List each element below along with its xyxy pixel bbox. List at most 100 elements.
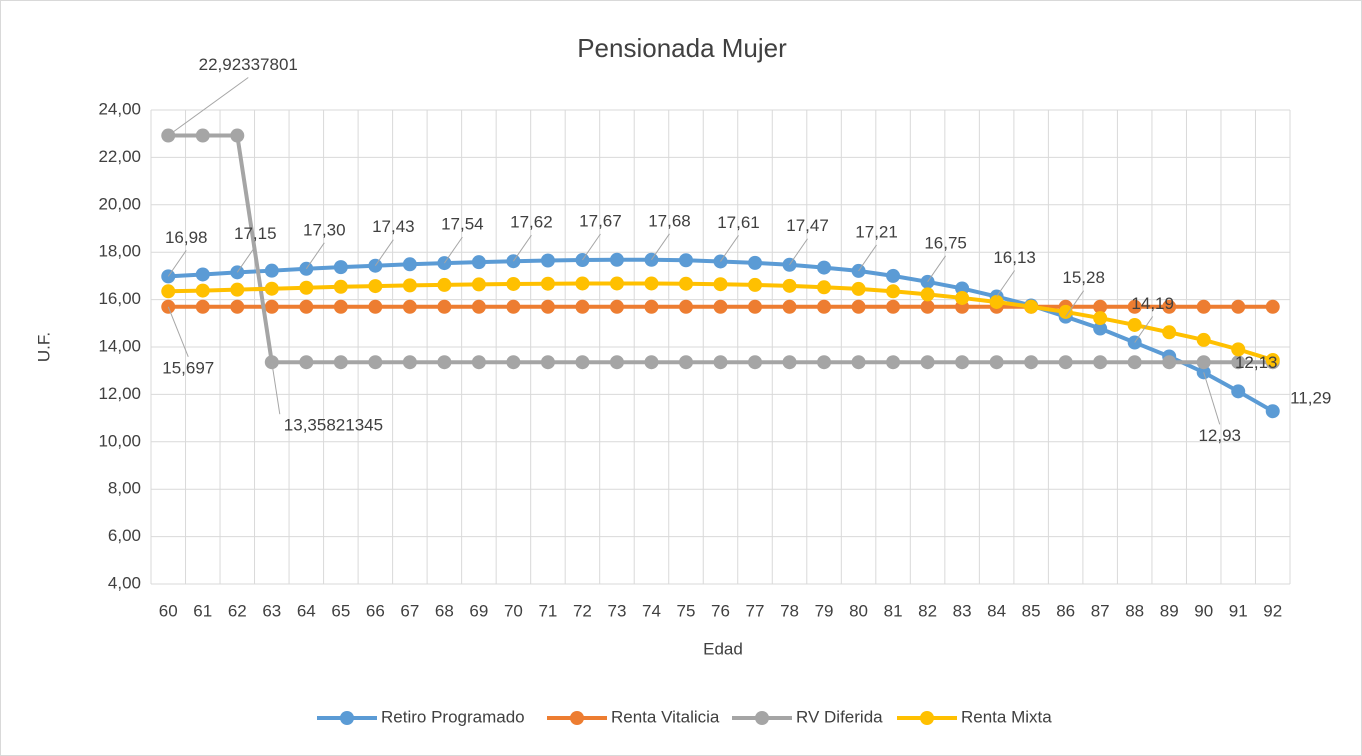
y-tick-label: 24,00 [98,99,141,118]
data-point [575,299,590,314]
data-point [886,299,901,314]
data-point [437,277,452,292]
legend-marker [340,711,354,725]
x-tick-label: 61 [193,601,212,620]
data-point [471,277,486,292]
data-label: 17,43 [372,217,415,236]
data-point [540,355,555,370]
data-point [161,284,176,299]
data-point [955,290,970,305]
data-label: 11,29 [1290,389,1331,408]
x-tick-label: 86 [1056,601,1075,620]
data-point [644,299,659,314]
x-tick-label: 91 [1229,601,1248,620]
data-point [713,299,728,314]
data-label: 13,35821345 [284,416,383,435]
y-tick-label: 20,00 [98,194,141,213]
leader-line [167,250,187,277]
data-point [782,355,797,370]
leader-line [651,233,670,261]
data-point [1093,311,1108,326]
data-point [264,263,279,278]
y-tick-label: 10,00 [98,431,141,450]
y-tick-label: 6,00 [108,526,141,545]
data-label: 22,92337801 [199,55,298,74]
leader-line [374,239,394,266]
data-point [644,355,659,370]
data-point [920,287,935,302]
data-point [1093,321,1108,336]
data-point [402,257,417,272]
data-point [817,355,832,370]
data-point [299,280,314,295]
y-tick-label: 4,00 [108,573,141,592]
data-point [1231,355,1246,370]
data-point [1093,299,1108,314]
data-point [644,276,659,291]
data-point [886,355,901,370]
leader-line [512,234,532,262]
data-point [1058,304,1073,319]
data-point [678,355,693,370]
data-point [1127,317,1142,332]
data-point [678,276,693,291]
x-tick-label: 87 [1091,601,1110,620]
data-point [817,260,832,275]
x-tick-label: 65 [331,601,350,620]
leader-line [167,306,189,357]
data-point [1265,353,1280,368]
data-point [1231,384,1246,399]
data-point [609,276,624,291]
y-tick-label: 14,00 [98,336,141,355]
x-tick-label: 88 [1125,601,1144,620]
data-point [506,276,521,291]
y-axis-label: U.F. [34,332,53,362]
data-point [471,355,486,370]
x-tick-label: 70 [504,601,523,620]
x-tick-label: 62 [228,601,247,620]
data-point [540,299,555,314]
data-label: 17,47 [786,216,829,235]
x-tick-label: 79 [815,601,834,620]
x-axis-label: Edad [703,639,743,658]
data-point [540,276,555,291]
data-point [195,299,210,314]
data-point [575,276,590,291]
data-point [609,252,624,267]
data-label: 16,75 [924,233,967,252]
data-point [1265,404,1280,419]
y-tick-label: 22,00 [98,147,141,166]
data-label: 12,13 [1235,353,1278,372]
y-tick-label: 12,00 [98,384,141,403]
y-tick-label: 8,00 [108,479,141,498]
data-point [817,299,832,314]
data-point [851,299,866,314]
data-label: 17,30 [303,220,346,239]
leader-line [927,255,947,283]
data-point [402,278,417,293]
data-point [782,299,797,314]
data-label: 17,68 [648,211,691,230]
data-point [609,355,624,370]
data-label: 16,98 [165,228,208,247]
data-point [402,299,417,314]
x-tick-label: 84 [987,601,1006,620]
data-point [713,277,728,292]
leader-line [236,246,256,273]
leader-line [271,362,281,415]
data-point [748,355,763,370]
leader-line [789,238,808,266]
data-point [575,355,590,370]
x-tick-label: 85 [1022,601,1041,620]
data-point [299,355,314,370]
x-tick-label: 83 [953,601,972,620]
x-tick-label: 78 [780,601,799,620]
data-point [886,268,901,283]
x-tick-label: 72 [573,601,592,620]
legend-label: Retiro Programado [381,707,525,726]
data-point [851,281,866,296]
data-point [1162,325,1177,340]
x-tick-label: 82 [918,601,937,620]
data-point [1231,299,1246,314]
